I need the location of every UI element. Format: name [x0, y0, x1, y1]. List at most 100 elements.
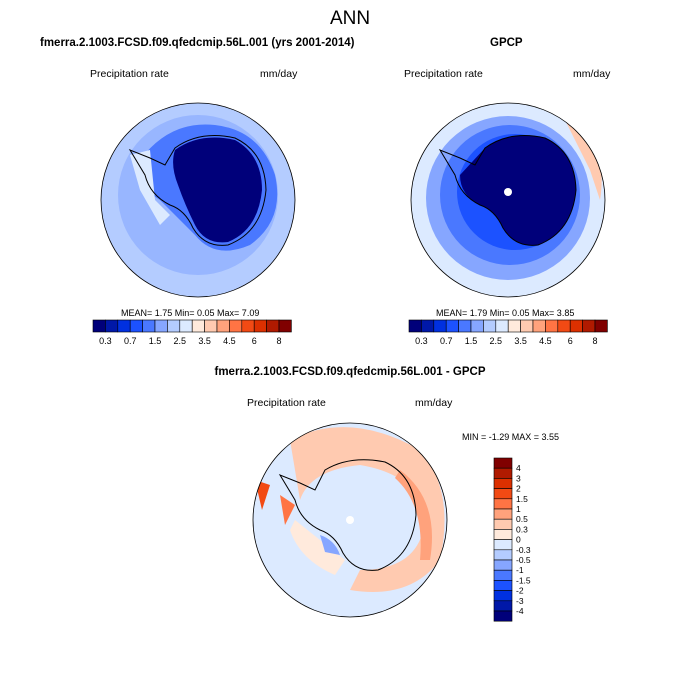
colorbar-box [493, 580, 513, 591]
colorbar-box [557, 319, 571, 333]
colorbar-tick-label: 2.5 [490, 336, 503, 346]
colorbar-box [545, 319, 559, 333]
panel-3-units-label: mm/day [415, 397, 453, 409]
colorbar-box [92, 319, 106, 333]
colorbar-box [594, 319, 608, 333]
colorbar-box [493, 600, 513, 612]
figure-title: ANN [329, 8, 371, 29]
colorbar-box [179, 319, 193, 333]
colorbar-tick-label: 2.5 [174, 336, 187, 346]
colorbar-tick-label: 6 [252, 336, 257, 346]
panel-1-coastline [128, 135, 267, 246]
colorbar-box [470, 319, 484, 333]
colorbar-tick-label: -4 [516, 606, 524, 616]
colorbar-box [493, 559, 513, 571]
panel-3-variable-label: Precipitation rate [247, 397, 326, 409]
panel-1-map [101, 103, 295, 297]
colorbar-tick-label: 4.5 [539, 336, 552, 346]
colorbar-box [458, 319, 472, 333]
colorbar-tick-label: -3 [516, 596, 524, 606]
panel-3-coastline [278, 459, 417, 571]
colorbar-tick-label: 4 [516, 463, 521, 473]
colorbar-box [493, 467, 513, 479]
colorbar-box [493, 529, 513, 540]
colorbar-tick-label: -0.5 [516, 555, 531, 565]
colorbar-box [154, 319, 168, 333]
colorbar-panel-1: 0.3 0.7 1.5 2.5 3.5 4.5 6 8 [92, 319, 292, 346]
colorbar-box [408, 319, 422, 333]
colorbar-tick-label: -1 [516, 565, 524, 575]
colorbar-box [117, 319, 131, 333]
colorbar-box [266, 319, 280, 333]
colorbar-tick-label: 0.3 [99, 336, 112, 346]
panel-2-stats: MEAN= 1.79 Min= 0.05 Max= 3.85 [436, 308, 575, 318]
colorbar-tick-label: 4.5 [223, 336, 236, 346]
colorbar-box [483, 319, 497, 333]
colorbar-tick-label: 0 [516, 535, 521, 545]
colorbar-tick-label: 6 [568, 336, 573, 346]
colorbar-tick-label: 0.3 [516, 524, 528, 534]
colorbar-tick-label: 8 [592, 336, 597, 346]
colorbar-box [493, 549, 513, 561]
colorbar-tick-label: 1.5 [516, 494, 528, 504]
colorbar-tick-label: 2 [516, 484, 521, 494]
panel-1-variable-label: Precipitation rate [90, 68, 169, 80]
colorbar-box [493, 569, 513, 581]
colorbar-box [493, 539, 513, 551]
colorbar-box [142, 319, 156, 333]
colorbar-box [493, 508, 513, 520]
colorbar-tick-label: 0.5 [516, 514, 528, 524]
colorbar-tick-label: 3.5 [198, 336, 211, 346]
colorbar-tick-label: -1.5 [516, 575, 531, 585]
colorbar-box [167, 319, 181, 333]
colorbar-tick-label: 0.7 [124, 336, 137, 346]
colorbar-box [493, 590, 513, 602]
colorbar-box [493, 478, 513, 489]
panel-2-map-border [410, 102, 606, 298]
colorbar-box [229, 319, 243, 333]
panel-2-units-label: mm/day [573, 68, 611, 80]
colorbar-panel-2: 0.3 0.7 1.5 2.5 3.5 4.5 6 8 [408, 319, 608, 346]
colorbar-tick-label: 1.5 [149, 336, 162, 346]
colorbar-box [445, 319, 459, 333]
colorbar-box [495, 319, 509, 333]
colorbar-tick-label: 3 [516, 473, 521, 483]
colorbar-tick-label: -0.3 [516, 545, 531, 555]
colorbar-tick-label: 1.5 [465, 336, 478, 346]
colorbar-tick-label: 3.5 [514, 336, 527, 346]
colorbar-box [204, 319, 218, 333]
panel-2-coastline [438, 135, 577, 246]
colorbar-tick-label: 0.3 [415, 336, 428, 346]
colorbar-box [532, 319, 546, 333]
colorbar-tick-label: -2 [516, 586, 524, 596]
panel-3-map-border [252, 422, 448, 618]
panel-3-map [253, 423, 447, 617]
colorbar-box [493, 498, 513, 510]
colorbar-box [569, 319, 583, 333]
colorbar-box [278, 319, 292, 333]
colorbar-box [582, 319, 596, 333]
colorbar-box [507, 319, 521, 333]
panel-2-map [411, 103, 605, 297]
colorbar-box [493, 488, 513, 500]
colorbar-box [520, 319, 534, 333]
colorbar-box [421, 319, 435, 333]
colorbar-box [105, 319, 119, 333]
colorbar-tick-label: 1 [516, 504, 521, 514]
colorbar-box [191, 319, 205, 333]
colorbar-box [241, 319, 255, 333]
panel-3-stats: MIN = -1.29 MAX = 3.55 [462, 432, 560, 442]
colorbar-box [493, 610, 513, 622]
colorbar-box [493, 457, 513, 469]
panel-1-stats: MEAN= 1.75 Min= 0.05 Max= 7.09 [121, 308, 260, 318]
colorbar-tick-label: 8 [276, 336, 281, 346]
panel-1-title: fmerra.2.1003.FCSD.f09.qfedcmip.56L.001 … [40, 37, 355, 49]
panel-2-title: GPCP [490, 37, 523, 49]
panel-1-map-border [100, 102, 296, 298]
colorbar-box [433, 319, 447, 333]
colorbar-box [253, 319, 267, 333]
colorbar-tick-label: 0.7 [440, 336, 453, 346]
colorbar-box [493, 518, 513, 530]
